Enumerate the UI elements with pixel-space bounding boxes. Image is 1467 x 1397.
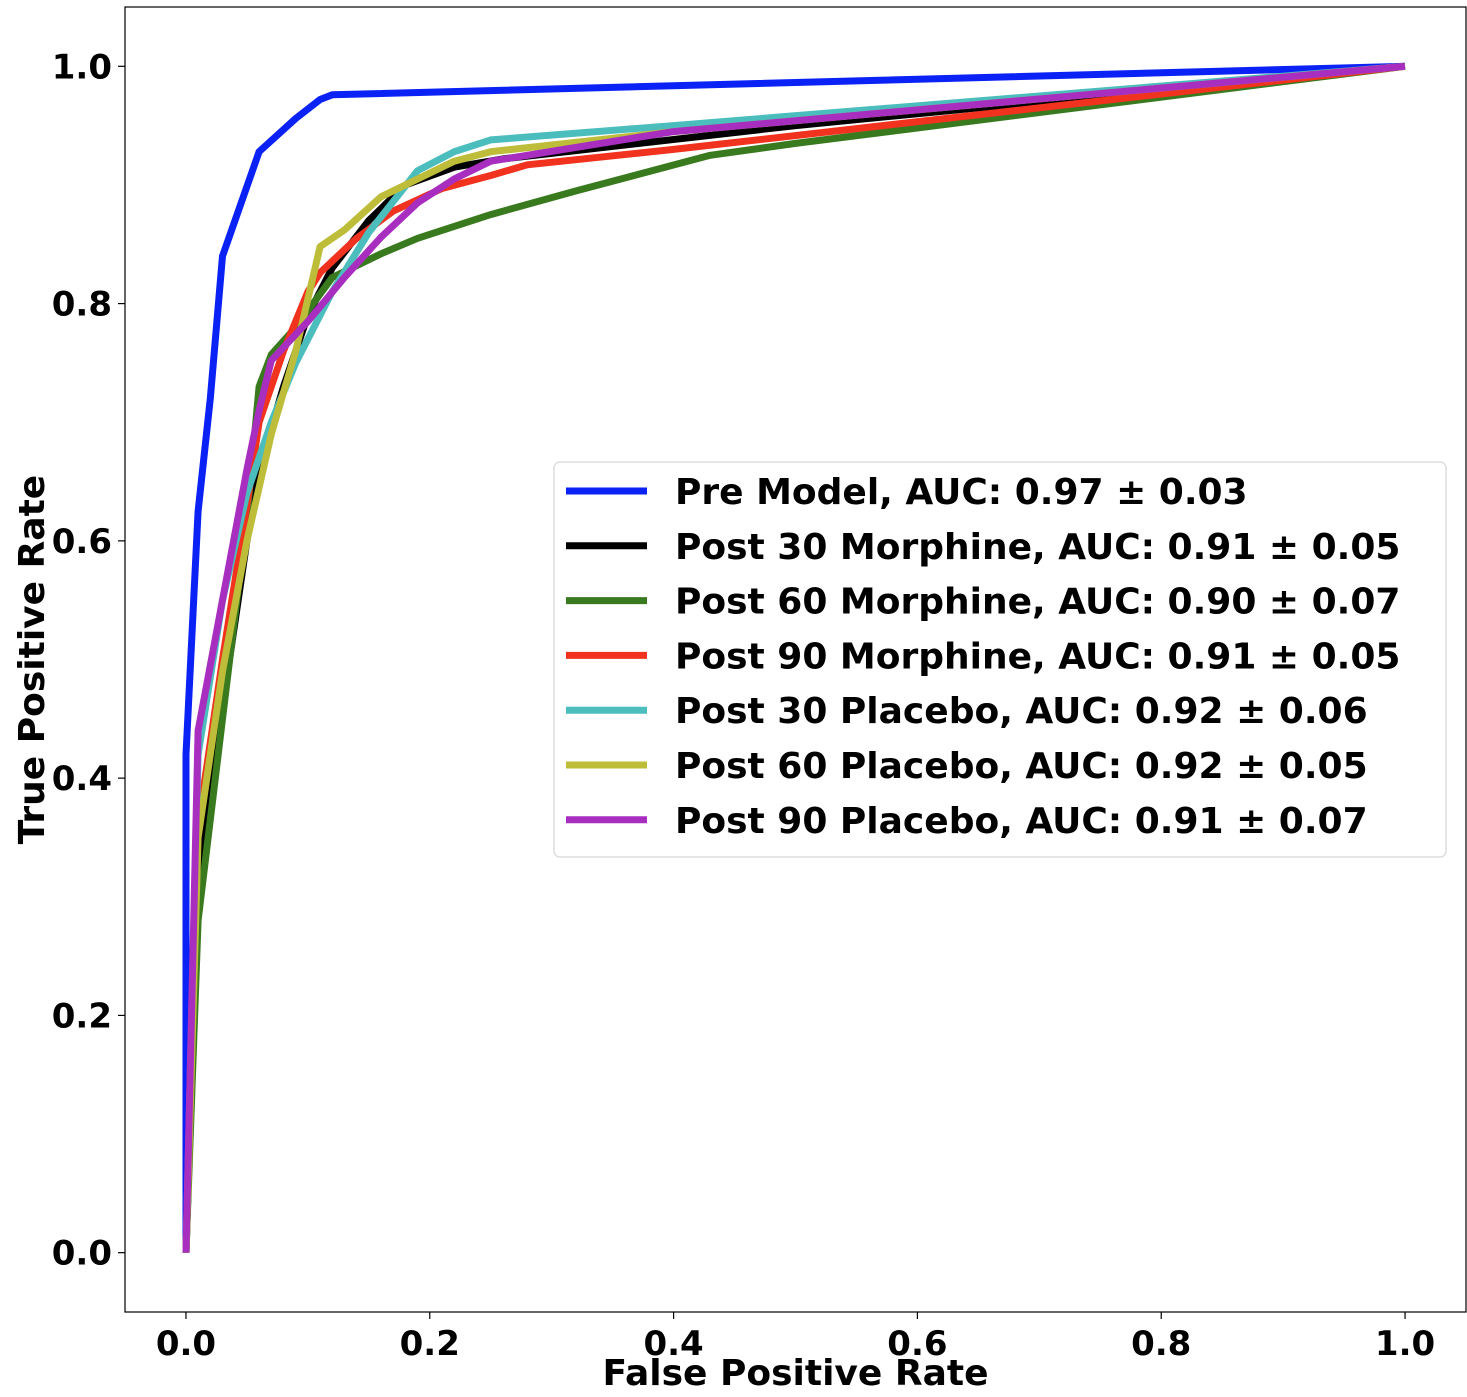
- x-axis-ticks: 0.0 0.2 0.4 0.6 0.8 1.0: [156, 1312, 1435, 1364]
- legend-label-1: Pre Model, AUC: 0.97 ± 0.03: [675, 472, 1248, 513]
- x-tick-label: 0.4: [643, 1324, 703, 1364]
- y-axis-ticks: 0.0 0.2 0.4 0.6 0.8 1.0: [52, 47, 125, 1274]
- x-tick-label: 1.0: [1375, 1324, 1435, 1364]
- y-tick-label: 0.4: [52, 759, 112, 799]
- y-axis-label: True Positive Rate: [12, 475, 53, 844]
- y-tick-label: 0.8: [52, 285, 112, 325]
- series-line-7: [182, 62, 1406, 1253]
- series-layer: [182, 62, 1406, 1253]
- x-tick-label: 0.2: [400, 1324, 460, 1364]
- series-line-3: [182, 62, 1406, 1253]
- x-tick-label: 0.6: [887, 1324, 947, 1364]
- x-tick-label: 0.0: [156, 1324, 216, 1364]
- legend-label-5: Post 30 Placebo, AUC: 0.92 ± 0.06: [675, 691, 1368, 732]
- y-tick-label: 0.2: [52, 996, 112, 1036]
- series-line-1: [182, 62, 1406, 1253]
- legend-label-7: Post 90 Placebo, AUC: 0.91 ± 0.07: [675, 801, 1368, 842]
- y-tick-label: 0.0: [52, 1234, 112, 1274]
- legend-label-2: Post 30 Morphine, AUC: 0.91 ± 0.05: [675, 527, 1400, 568]
- series-line-6: [182, 62, 1406, 1253]
- legend-box: [553, 461, 1447, 858]
- y-tick-label: 1.0: [52, 47, 112, 87]
- legend: Pre Model, AUC: 0.97 ± 0.03 Post 30 Morph…: [553, 461, 1447, 858]
- legend-label-3: Post 60 Morphine, AUC: 0.90 ± 0.07: [675, 582, 1400, 623]
- x-axis-label: False Positive Rate: [603, 1353, 989, 1394]
- y-tick-label: 0.6: [52, 522, 112, 562]
- legend-label-6: Post 60 Placebo, AUC: 0.92 ± 0.05: [675, 746, 1368, 787]
- series-line-4: [182, 62, 1406, 1253]
- x-tick-label: 0.8: [1131, 1324, 1191, 1364]
- plot-frame: [124, 6, 1467, 1313]
- legend-label-4: Post 90 Morphine, AUC: 0.91 ± 0.05: [675, 636, 1400, 677]
